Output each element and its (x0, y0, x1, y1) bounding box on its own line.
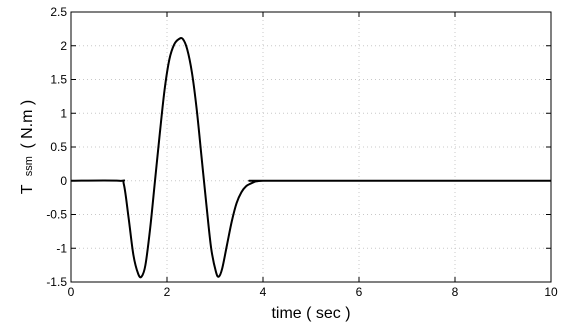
x-tick-label: 4 (260, 285, 267, 299)
y-tick-label: -1 (56, 241, 67, 255)
series-line (70, 37, 551, 279)
svg-text:T ssm ( N.m ): T ssm ( N.m ) (19, 100, 36, 194)
x-tick-label: 10 (544, 285, 558, 299)
y-tick-label: 1 (60, 106, 67, 120)
y-axis-label: T ssm ( N.m ) (19, 100, 36, 194)
x-tick-labels: 0 2 4 6 8 10 (68, 285, 558, 299)
y-tick-labels: -1.5 -1 -0.5 0 0.5 1 1.5 2 2.5 (46, 5, 67, 289)
x-tick-label: 0 (68, 285, 75, 299)
y-tick-label: 1.5 (50, 73, 67, 87)
grid-lines (70, 11, 552, 283)
tick-marks (70, 11, 552, 283)
x-tick-label: 8 (452, 285, 459, 299)
y-tick-label: 2.5 (50, 5, 67, 19)
y-axis-label-unit: ( N.m ) (19, 100, 36, 149)
y-tick-label: -1.5 (46, 275, 67, 289)
y-tick-label: -0.5 (46, 208, 67, 222)
x-axis-label: time ( sec ) (271, 305, 350, 322)
y-tick-label: 0 (60, 174, 67, 188)
x-tick-label: 2 (164, 285, 171, 299)
x-tick-label: 6 (356, 285, 363, 299)
y-axis-label-main: T (19, 184, 36, 194)
y-axis-label-subscript: ssm (23, 156, 35, 176)
y-tick-label: 2 (60, 39, 67, 53)
y-tick-label: 0.5 (50, 140, 67, 154)
